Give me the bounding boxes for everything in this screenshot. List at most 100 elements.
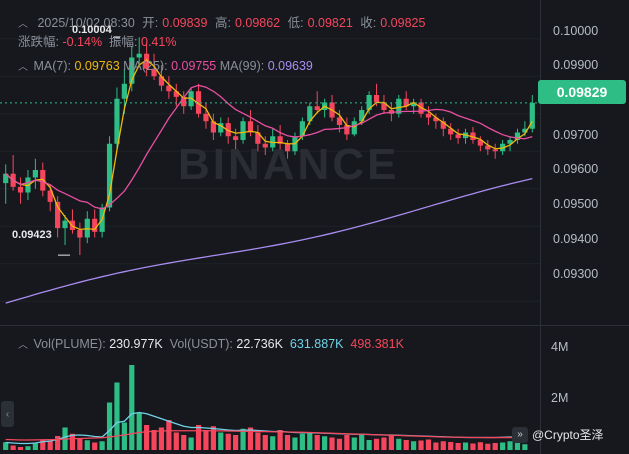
close-label: 收: xyxy=(360,16,377,30)
ma7-line xyxy=(5,59,533,231)
volume-bar xyxy=(218,432,224,450)
volume-bar xyxy=(32,443,38,450)
candle-body xyxy=(144,53,150,69)
volume-bar xyxy=(477,442,483,450)
candle-body xyxy=(262,143,268,148)
volume-bar xyxy=(188,437,194,450)
high-value: 0.09862 xyxy=(234,16,281,30)
volume-bar xyxy=(366,440,372,450)
close-value: 0.09825 xyxy=(380,16,426,30)
candle-body xyxy=(514,132,521,140)
ma99-value: 0.09639 xyxy=(267,59,313,73)
candle-body xyxy=(351,121,357,135)
candle-body xyxy=(396,98,402,114)
volume-bar xyxy=(10,445,16,450)
volume-bar xyxy=(92,442,98,450)
volume-bar xyxy=(181,435,187,450)
ma7-label: MA(7): xyxy=(33,59,71,73)
candle-body xyxy=(136,53,142,58)
candle-body xyxy=(336,117,343,125)
ma-row: ︿ MA(7): 0.09763 MA(25): 0.09755 MA(99):… xyxy=(18,58,313,73)
volume-bar xyxy=(462,442,469,450)
chevron-up-icon[interactable]: ︿ xyxy=(18,340,28,351)
volume-bar xyxy=(314,435,320,450)
volume-bar xyxy=(69,433,76,450)
candle-body xyxy=(448,128,454,135)
price-axis-tick: 0.09600 xyxy=(553,162,599,176)
volume-bar xyxy=(195,425,202,450)
volume-bar xyxy=(114,382,120,450)
volume-bar xyxy=(240,428,246,450)
candle-body xyxy=(255,132,261,144)
ma25-label: MA(25): xyxy=(123,59,168,73)
volume-axis-tick: 2M xyxy=(551,391,569,405)
candle-body xyxy=(284,143,291,152)
candle-body xyxy=(522,128,528,133)
current-price-tag: 0.09829 xyxy=(538,80,626,104)
candle-body xyxy=(210,121,216,133)
volume-ma-long-line xyxy=(5,430,525,441)
ma7-value: 0.09763 xyxy=(74,59,120,73)
change-value: -0.14% xyxy=(62,35,103,49)
volume-bar xyxy=(329,437,335,450)
amplitude-value: 0.41% xyxy=(141,35,177,49)
candle-body xyxy=(240,121,246,140)
volume-bar xyxy=(448,442,454,450)
watermark-text: BINANCE xyxy=(178,140,400,189)
change-label: 涨跌幅: xyxy=(18,35,59,49)
candle-body xyxy=(32,170,38,178)
candle-body xyxy=(151,68,157,77)
vol-plume-value: 230.977K xyxy=(109,337,163,351)
low-value: 0.09821 xyxy=(307,16,353,30)
candle-body xyxy=(77,230,83,238)
change-row: 涨跌幅: -0.14% 振幅: 0.41% xyxy=(18,31,176,50)
candle-body xyxy=(314,106,320,110)
candle-body xyxy=(114,98,120,144)
volume-bar xyxy=(492,443,498,450)
volume-axis-tick: 4M xyxy=(551,340,569,354)
volume-bar xyxy=(84,440,90,450)
candle-body xyxy=(47,190,53,202)
candle-body xyxy=(233,136,239,140)
chevron-up-icon[interactable]: ︿ xyxy=(18,19,28,30)
volume-bar xyxy=(388,435,394,450)
candle-body xyxy=(225,123,231,137)
volume-bar xyxy=(351,437,357,450)
candle-body xyxy=(203,113,209,122)
ohlc-row: ︿ 2025/10/02 08:30 开: 0.09839 高: 0.09862 低… xyxy=(18,12,429,31)
ma25-value: 0.09755 xyxy=(171,59,217,73)
vol-usdt-value: 22.736K xyxy=(236,337,283,351)
candle-body xyxy=(529,102,535,129)
ma99-label: MA(99): xyxy=(219,59,265,73)
volume-bar xyxy=(299,433,305,450)
volume-bar xyxy=(17,447,24,450)
credit-text: @Crypto圣泽 xyxy=(532,428,604,442)
volume-bar xyxy=(173,432,179,450)
volume-bar xyxy=(292,437,298,450)
candle-body xyxy=(507,140,513,144)
candle-body xyxy=(55,201,61,229)
volume-bar xyxy=(455,443,461,450)
low-label: 低: xyxy=(287,16,304,30)
ma25-line xyxy=(5,84,533,210)
expand-icon[interactable]: » xyxy=(512,426,528,443)
volume-bar xyxy=(158,427,165,450)
axis-divider xyxy=(540,0,541,454)
candle-body xyxy=(411,102,417,107)
ma99-line xyxy=(5,177,533,304)
candle-body xyxy=(195,91,202,114)
scroll-left-button[interactable]: ‹ xyxy=(1,401,14,427)
volume-bar xyxy=(418,440,424,450)
volume-bar xyxy=(225,433,231,450)
volume-bar xyxy=(322,436,328,450)
volume-bar xyxy=(270,436,276,450)
volume-bar xyxy=(284,435,291,450)
candle-body xyxy=(440,121,446,129)
volume-bar xyxy=(3,442,9,450)
candle-body xyxy=(247,121,254,133)
volume-bar xyxy=(336,438,343,450)
chevron-up-icon[interactable]: ︿ xyxy=(18,62,28,73)
price-axis-tick: 0.09700 xyxy=(553,128,599,142)
